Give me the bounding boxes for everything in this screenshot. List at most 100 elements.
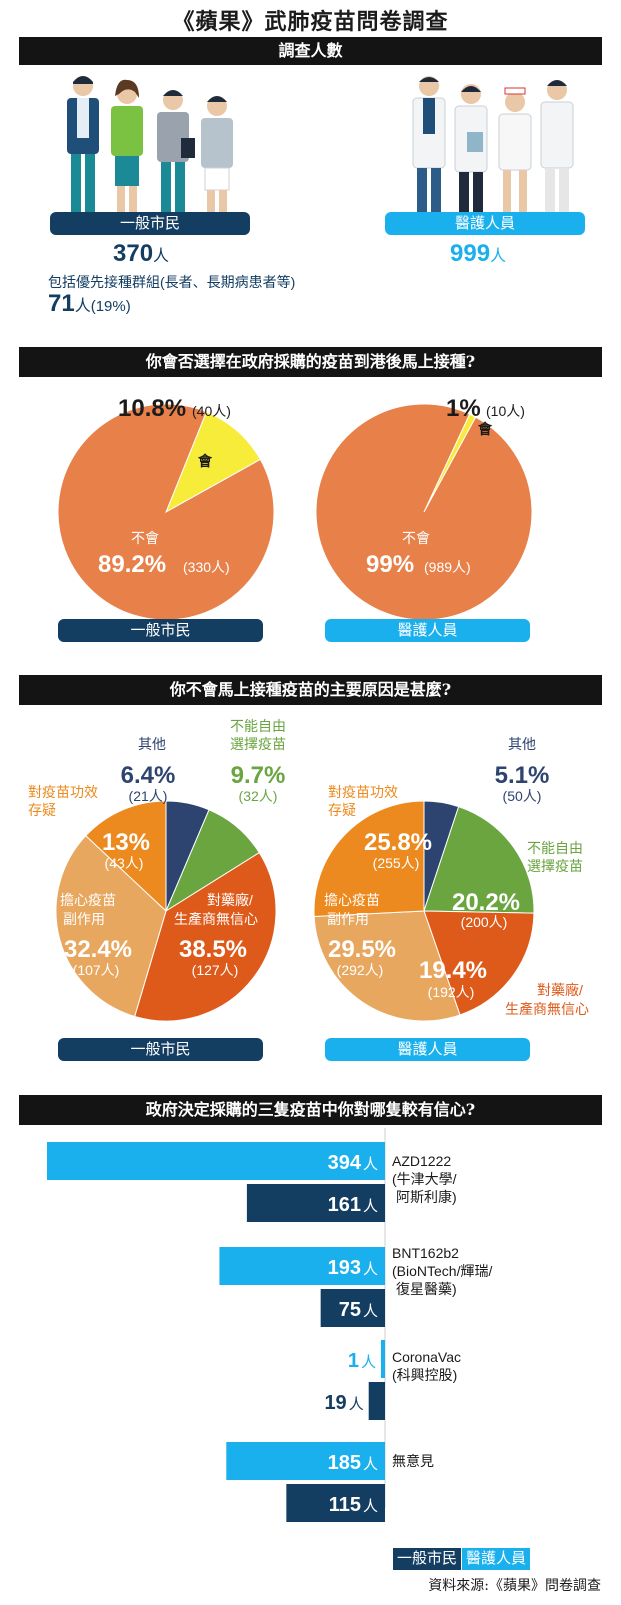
pie2-medical-slice-no xyxy=(315,403,533,621)
pie3-medical-other-l1: 其他 xyxy=(508,736,536,752)
pie3-medical-maker-l1: 對藥廠/ xyxy=(537,982,583,998)
pie3-medical-eff-n: (255人) xyxy=(373,855,420,871)
pie3-medical-maker-pct: 19.4% xyxy=(419,957,487,984)
pie3-medical-free-pct: 20.2% xyxy=(452,889,520,916)
pie3-public-slice-side-effect xyxy=(55,834,167,1018)
section-header-reasons: 你不會馬上接種疫苗的主要原因是甚麼? xyxy=(19,675,602,705)
vaccine-2-line1: CoronaVac xyxy=(392,1349,461,1365)
medical-3-unit: 人 xyxy=(363,1456,378,1473)
medical-group-label: 醫護人員 xyxy=(385,212,585,235)
pie3-public-side-pct: 32.4% xyxy=(64,936,132,963)
priority-note: 包括優先接種群組(長者、長期病患者等) xyxy=(48,274,296,290)
medical-1-value: 193 xyxy=(328,1257,361,1279)
pie3-public-slice-maker xyxy=(134,851,277,1022)
public-1-unit: 人 xyxy=(363,1303,378,1320)
pie2-public-group: 一般市民 xyxy=(58,619,263,642)
pie3-public-maker-l1: 對藥廠/ xyxy=(207,892,253,908)
public-2-bar xyxy=(368,1382,385,1420)
section-header-vaccinate: 你會否選擇在政府採購的疫苗到港後馬上接種? xyxy=(19,347,602,377)
pie2-medical-no-label: 不會 xyxy=(402,530,430,546)
pie2-medical-yes-n: (10人) xyxy=(486,403,525,419)
pie2-public-no-label: 不會 xyxy=(131,530,159,546)
medical-2-value: 1 xyxy=(348,1350,359,1372)
pie3-medical-side-n: (292人) xyxy=(337,962,384,978)
pie3-public-other-l1: 其他 xyxy=(138,736,166,752)
public-3-bar xyxy=(286,1484,385,1522)
pie3-public-side-l2: 副作用 xyxy=(63,911,105,927)
pie3-medical-maker-l2: 生產商無信心 xyxy=(505,1001,589,1017)
pie3-public-eff-n: (43人) xyxy=(105,855,144,871)
pie3-public-free-pct: 9.7% xyxy=(231,762,286,789)
pie3-medical-eff-l1: 對疫苗功效 xyxy=(328,784,398,800)
pie2-public-yes-label: 會 xyxy=(197,453,213,469)
pie3-medical-free-l2: 選擇疫苗 xyxy=(527,858,583,874)
section-header-count: 調查人數 xyxy=(19,37,602,65)
pie3-medical-side-l1: 擔心疫苗 xyxy=(324,892,380,908)
source-note: 資料來源:《蘋果》問卷調查 xyxy=(428,1578,601,1594)
vaccine-0-line1: AZD1222 xyxy=(392,1153,451,1169)
vaccine-1-line3: 復星醫藥) xyxy=(396,1281,457,1297)
pie2-public-slice-no xyxy=(57,403,275,621)
pie2-public-no-n: (330人) xyxy=(183,559,230,575)
public-group-label: 一般市民 xyxy=(50,212,250,235)
public-0-value: 161 xyxy=(328,1194,361,1216)
vaccine-0-line2: (牛津大學/ xyxy=(392,1171,457,1187)
pie3-public-eff-l2: 存疑 xyxy=(28,802,56,818)
vaccine-1-line1: BNT162b2 xyxy=(392,1245,459,1261)
pie2-medical-yes-label: 會 xyxy=(477,421,493,437)
medical-1-unit: 人 xyxy=(363,1261,378,1278)
pie2-public-yes-pct: 10.8% xyxy=(118,395,186,422)
pie2-public-no-pct: 89.2% xyxy=(98,551,166,578)
medical-3-value: 185 xyxy=(328,1452,361,1474)
pie3-public-maker-l2: 生產商無信心 xyxy=(174,911,258,927)
pie3-medical-other-n: (50人) xyxy=(503,788,542,804)
pie3-public-other-pct: 6.4% xyxy=(121,762,176,789)
medical-3-bar xyxy=(226,1442,385,1480)
public-0-unit: 人 xyxy=(363,1198,378,1215)
medical-people-illustration xyxy=(412,76,574,218)
public-1-bar xyxy=(320,1289,385,1327)
public-people-illustration xyxy=(67,76,233,218)
pie3-public-maker-n: (127人) xyxy=(192,962,239,978)
pie3-medical-maker-n: (192人) xyxy=(428,984,475,1000)
medical-2-unit: 人 xyxy=(361,1354,376,1371)
pie3-medical-slice-efficacy xyxy=(313,800,425,918)
medical-2-bar xyxy=(381,1340,385,1378)
pie3-medical-free-n: (200人) xyxy=(461,914,508,930)
vaccine-0-line3: 阿斯利康) xyxy=(396,1189,457,1205)
pie2-medical-no-pct: 99% xyxy=(366,551,414,578)
pie3-medical-slice-free-choice xyxy=(423,805,535,914)
pie-vaccinate: 10.8% (40人) 會 不會 89.2% (330人) 1% (10人) 會… xyxy=(57,395,533,621)
pie3-medical-free-l1: 不能自由 xyxy=(527,840,583,856)
pie3-medical-side-pct: 29.5% xyxy=(328,936,396,963)
pie3-public-side-l1: 擔心疫苗 xyxy=(60,892,116,908)
public-0-bar xyxy=(246,1184,385,1222)
pie3-public-eff-pct: 13% xyxy=(102,829,150,856)
pie3-public-maker-pct: 38.5% xyxy=(179,936,247,963)
public-3-unit: 人 xyxy=(363,1498,378,1515)
medical-1-bar xyxy=(219,1247,385,1285)
pie-reasons: 其他 6.4% (21人) 不能自由 選擇疫苗 9.7% (32人) 對藥廠/ … xyxy=(28,718,589,1022)
pie3-public-other-n: (21人) xyxy=(129,788,168,804)
page-title: 《蘋果》武肺疫苗問卷調查 xyxy=(172,9,449,35)
pie3-medical-slice-side-effect xyxy=(313,910,461,1022)
pie3-medical-eff-l2: 存疑 xyxy=(328,802,356,818)
pie3-medical-eff-pct: 25.8% xyxy=(364,829,432,856)
pie2-medical-group: 醫護人員 xyxy=(325,619,530,642)
pie3-public-free-l2: 選擇疫苗 xyxy=(230,736,286,752)
pie3-public-group: 一般市民 xyxy=(58,1038,263,1061)
pie3-medical-group: 醫護人員 xyxy=(325,1038,530,1061)
vaccine-1-line2: (BioNTech/輝瑞/ xyxy=(392,1263,492,1279)
legend-medical: 醫護人員 xyxy=(462,1548,531,1570)
pie3-public-eff-l1: 對疫苗功效 xyxy=(28,784,98,800)
section-header-confidence: 政府決定採購的三隻疫苗中你對哪隻較有信心? xyxy=(19,1095,602,1125)
public-2-unit: 人 xyxy=(349,1396,364,1413)
public-2-value: 19 xyxy=(324,1392,346,1414)
public-3-value: 115 xyxy=(329,1494,361,1516)
pie2-public-yes-n: (40人) xyxy=(192,403,231,419)
pie3-public-side-n: (107人) xyxy=(73,962,120,978)
medical-count: 999人 xyxy=(450,240,507,267)
legend-public: 一般市民 xyxy=(393,1548,462,1570)
public-count: 370人 xyxy=(113,240,170,267)
